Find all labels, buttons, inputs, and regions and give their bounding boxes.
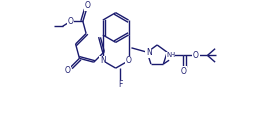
Text: F: F [118, 80, 123, 89]
Text: N: N [167, 52, 172, 58]
Text: O: O [193, 51, 199, 60]
Text: O: O [85, 1, 91, 10]
Text: N: N [146, 48, 152, 57]
Text: O: O [65, 66, 70, 75]
Text: O: O [126, 56, 131, 65]
Text: N: N [146, 48, 152, 57]
Text: H: H [169, 52, 175, 58]
Text: N: N [100, 56, 106, 65]
Text: O: O [68, 17, 73, 26]
Text: O: O [181, 67, 186, 76]
